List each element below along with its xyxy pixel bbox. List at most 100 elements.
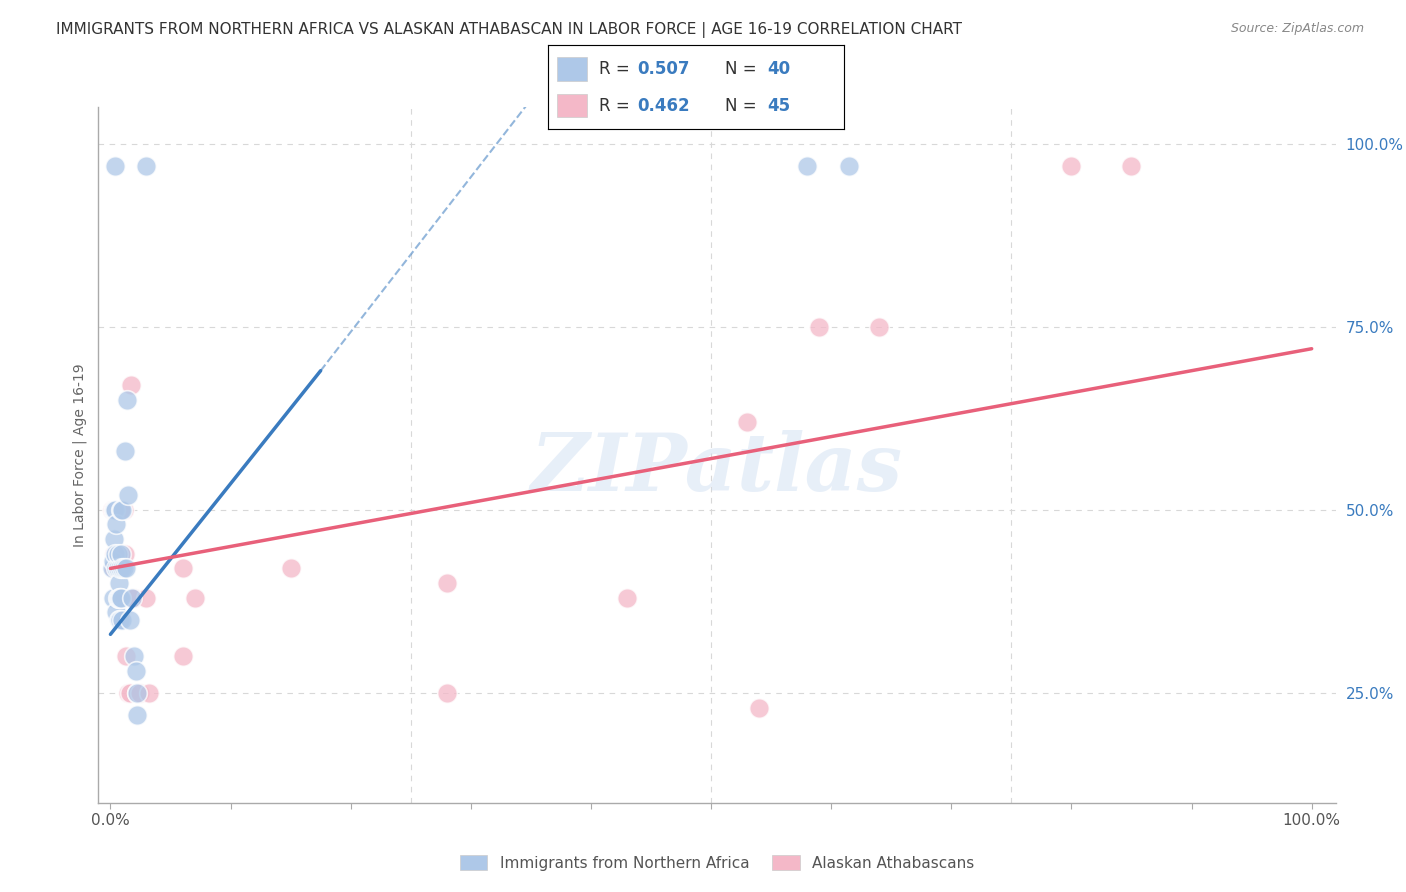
FancyBboxPatch shape xyxy=(557,94,586,118)
Point xyxy=(111,503,134,517)
Point xyxy=(103,503,125,517)
Y-axis label: In Labor Force | Age 16-19: In Labor Force | Age 16-19 xyxy=(73,363,87,547)
Point xyxy=(107,503,129,517)
Point xyxy=(118,613,141,627)
Text: Source: ZipAtlas.com: Source: ZipAtlas.com xyxy=(1230,22,1364,36)
Point xyxy=(105,547,128,561)
Text: N =: N = xyxy=(725,60,762,78)
Point xyxy=(108,591,131,605)
Point xyxy=(107,561,129,575)
Point xyxy=(105,561,128,575)
Text: ZIPatlas: ZIPatlas xyxy=(531,430,903,508)
Point xyxy=(111,561,134,575)
Legend: Immigrants from Northern Africa, Alaskan Athabascans: Immigrants from Northern Africa, Alaskan… xyxy=(456,850,979,875)
Point xyxy=(172,649,194,664)
Point xyxy=(735,415,758,429)
Point xyxy=(117,686,139,700)
Point xyxy=(104,547,127,561)
Point xyxy=(121,591,143,605)
Point xyxy=(129,686,152,700)
Text: R =: R = xyxy=(599,96,634,114)
Point xyxy=(124,591,146,605)
Point xyxy=(436,686,458,700)
Point xyxy=(117,488,139,502)
Point xyxy=(107,591,129,605)
Point xyxy=(838,159,860,173)
Point xyxy=(108,591,131,605)
Point xyxy=(112,561,135,575)
Point xyxy=(105,606,128,620)
Point xyxy=(104,503,127,517)
Point xyxy=(101,591,124,605)
Point xyxy=(1121,159,1143,173)
Point xyxy=(616,591,638,605)
Point xyxy=(135,591,157,605)
Text: 0.462: 0.462 xyxy=(637,96,689,114)
Point xyxy=(104,159,127,173)
Text: IMMIGRANTS FROM NORTHERN AFRICA VS ALASKAN ATHABASCAN IN LABOR FORCE | AGE 16-19: IMMIGRANTS FROM NORTHERN AFRICA VS ALASK… xyxy=(56,22,962,38)
Point xyxy=(100,561,122,575)
Point xyxy=(124,664,146,678)
Point xyxy=(110,503,132,517)
Point xyxy=(110,591,132,605)
Point xyxy=(1060,159,1083,173)
Text: 40: 40 xyxy=(766,60,790,78)
Point xyxy=(125,686,148,700)
Point xyxy=(108,561,131,575)
Point xyxy=(183,591,205,605)
Point xyxy=(808,319,831,334)
Point xyxy=(118,686,141,700)
Point xyxy=(101,561,124,575)
Point xyxy=(748,700,770,714)
Point xyxy=(107,547,129,561)
Point xyxy=(101,503,124,517)
Point xyxy=(112,591,135,605)
Point xyxy=(103,503,125,517)
Point xyxy=(107,591,129,605)
Point xyxy=(108,503,131,517)
Point xyxy=(108,613,131,627)
Point xyxy=(103,547,125,561)
Point xyxy=(115,561,138,575)
Point xyxy=(135,159,157,173)
Point xyxy=(117,392,139,407)
Point xyxy=(120,378,142,392)
Point xyxy=(121,591,143,605)
Point xyxy=(436,576,458,591)
Point xyxy=(125,686,148,700)
Point xyxy=(108,547,131,561)
Point xyxy=(108,547,131,561)
Point xyxy=(172,561,194,575)
FancyBboxPatch shape xyxy=(557,57,586,81)
Point xyxy=(108,576,131,591)
Point xyxy=(100,503,122,517)
Point xyxy=(111,547,134,561)
Point xyxy=(103,532,125,546)
Point xyxy=(108,613,131,627)
Point xyxy=(101,554,124,568)
Point xyxy=(105,503,128,517)
Point xyxy=(108,503,131,517)
Point xyxy=(110,503,132,517)
Point xyxy=(114,444,136,458)
Point xyxy=(108,591,131,605)
Point xyxy=(125,707,148,722)
Point xyxy=(112,503,135,517)
Point xyxy=(124,649,146,664)
Point xyxy=(868,319,890,334)
Point xyxy=(138,686,160,700)
Point xyxy=(105,517,128,532)
Text: R =: R = xyxy=(599,60,634,78)
Point xyxy=(107,547,129,561)
Point xyxy=(111,613,134,627)
Point xyxy=(104,503,127,517)
Text: 0.507: 0.507 xyxy=(637,60,689,78)
Point xyxy=(280,561,302,575)
Text: 45: 45 xyxy=(766,96,790,114)
Point xyxy=(115,649,138,664)
Text: N =: N = xyxy=(725,96,762,114)
Point xyxy=(796,159,818,173)
Point xyxy=(111,591,134,605)
Point xyxy=(110,547,132,561)
Point xyxy=(114,547,136,561)
